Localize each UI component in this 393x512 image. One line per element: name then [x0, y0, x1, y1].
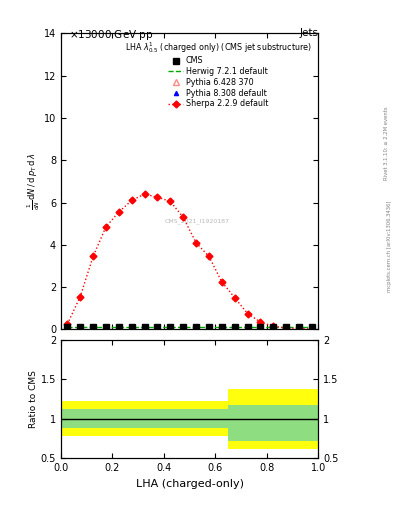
- Pythia 6.428 370: [104, 324, 108, 330]
- CMS: [284, 324, 288, 330]
- Pythia 8.308 default: [258, 324, 263, 330]
- CMS: [181, 324, 185, 330]
- Herwig 7.2.1 default: [78, 324, 83, 330]
- CMS: [207, 324, 211, 330]
- Pythia 6.428 370: [297, 324, 301, 330]
- Herwig 7.2.1 default: [258, 324, 263, 330]
- Pythia 6.428 370: [91, 324, 95, 330]
- Pythia 8.308 default: [245, 324, 250, 330]
- Legend: CMS, Herwig 7.2.1 default, Pythia 6.428 370, Pythia 8.308 default, Sherpa 2.2.9 : CMS, Herwig 7.2.1 default, Pythia 6.428 …: [122, 37, 314, 111]
- Herwig 7.2.1 default: [310, 324, 314, 330]
- CMS: [91, 324, 95, 330]
- Herwig 7.2.1 default: [232, 324, 237, 330]
- X-axis label: LHA (charged-only): LHA (charged-only): [136, 479, 244, 488]
- Pythia 8.308 default: [91, 324, 95, 330]
- Pythia 8.308 default: [155, 324, 160, 330]
- Herwig 7.2.1 default: [271, 324, 275, 330]
- Pythia 8.308 default: [168, 324, 173, 330]
- Pythia 6.428 370: [245, 324, 250, 330]
- Pythia 8.308 default: [310, 324, 314, 330]
- Pythia 6.428 370: [142, 324, 147, 330]
- Herwig 7.2.1 default: [297, 324, 301, 330]
- Herwig 7.2.1 default: [129, 324, 134, 330]
- Y-axis label: Ratio to CMS: Ratio to CMS: [29, 370, 38, 428]
- Herwig 7.2.1 default: [116, 324, 121, 330]
- Pythia 6.428 370: [129, 324, 134, 330]
- Pythia 6.428 370: [168, 324, 173, 330]
- Text: CMS_2021_I1920187: CMS_2021_I1920187: [165, 219, 230, 224]
- CMS: [168, 324, 173, 330]
- Herwig 7.2.1 default: [155, 324, 160, 330]
- Pythia 8.308 default: [194, 324, 198, 330]
- Herwig 7.2.1 default: [104, 324, 108, 330]
- Text: mcplots.cern.ch [arXiv:1306.3436]: mcplots.cern.ch [arXiv:1306.3436]: [387, 200, 392, 291]
- CMS: [258, 324, 263, 330]
- CMS: [271, 324, 275, 330]
- CMS: [310, 324, 314, 330]
- Pythia 8.308 default: [104, 324, 108, 330]
- Line: CMS: CMS: [64, 324, 315, 330]
- Pythia 8.308 default: [232, 324, 237, 330]
- Line: Pythia 8.308 default: Pythia 8.308 default: [65, 325, 314, 329]
- Pythia 6.428 370: [78, 324, 83, 330]
- Pythia 6.428 370: [310, 324, 314, 330]
- Y-axis label: $\frac{1}{\mathrm{d}N}\,\mathrm{d}N\,/\,\mathrm{d}\,p_{\mathrm{T}}\,\mathrm{d}\,: $\frac{1}{\mathrm{d}N}\,\mathrm{d}N\,/\,…: [26, 153, 42, 210]
- Pythia 8.308 default: [297, 324, 301, 330]
- Line: Pythia 6.428 370: Pythia 6.428 370: [64, 324, 315, 330]
- CMS: [129, 324, 134, 330]
- Herwig 7.2.1 default: [284, 324, 288, 330]
- Pythia 6.428 370: [155, 324, 160, 330]
- CMS: [219, 324, 224, 330]
- Pythia 6.428 370: [258, 324, 263, 330]
- Pythia 8.308 default: [284, 324, 288, 330]
- CMS: [104, 324, 108, 330]
- Herwig 7.2.1 default: [194, 324, 198, 330]
- Pythia 8.308 default: [129, 324, 134, 330]
- Pythia 6.428 370: [181, 324, 185, 330]
- CMS: [232, 324, 237, 330]
- Pythia 8.308 default: [65, 324, 70, 330]
- CMS: [65, 324, 70, 330]
- Pythia 8.308 default: [181, 324, 185, 330]
- Pythia 8.308 default: [142, 324, 147, 330]
- CMS: [155, 324, 160, 330]
- Text: Rivet 3.1.10; ≥ 2.2M events: Rivet 3.1.10; ≥ 2.2M events: [383, 106, 388, 180]
- Herwig 7.2.1 default: [219, 324, 224, 330]
- Pythia 6.428 370: [194, 324, 198, 330]
- Pythia 8.308 default: [116, 324, 121, 330]
- Herwig 7.2.1 default: [245, 324, 250, 330]
- Herwig 7.2.1 default: [91, 324, 95, 330]
- Pythia 6.428 370: [284, 324, 288, 330]
- CMS: [116, 324, 121, 330]
- Pythia 6.428 370: [271, 324, 275, 330]
- Pythia 6.428 370: [219, 324, 224, 330]
- CMS: [142, 324, 147, 330]
- Pythia 8.308 default: [207, 324, 211, 330]
- Text: Jets: Jets: [299, 28, 318, 38]
- CMS: [297, 324, 301, 330]
- Pythia 8.308 default: [219, 324, 224, 330]
- Pythia 8.308 default: [78, 324, 83, 330]
- Pythia 6.428 370: [207, 324, 211, 330]
- Pythia 6.428 370: [116, 324, 121, 330]
- CMS: [78, 324, 83, 330]
- CMS: [194, 324, 198, 330]
- Pythia 6.428 370: [232, 324, 237, 330]
- Pythia 6.428 370: [65, 324, 70, 330]
- Herwig 7.2.1 default: [207, 324, 211, 330]
- Herwig 7.2.1 default: [181, 324, 185, 330]
- Herwig 7.2.1 default: [168, 324, 173, 330]
- CMS: [245, 324, 250, 330]
- Herwig 7.2.1 default: [65, 324, 70, 330]
- Herwig 7.2.1 default: [142, 324, 147, 330]
- Pythia 8.308 default: [271, 324, 275, 330]
- Text: $\times$13000 GeV pp: $\times$13000 GeV pp: [69, 28, 153, 42]
